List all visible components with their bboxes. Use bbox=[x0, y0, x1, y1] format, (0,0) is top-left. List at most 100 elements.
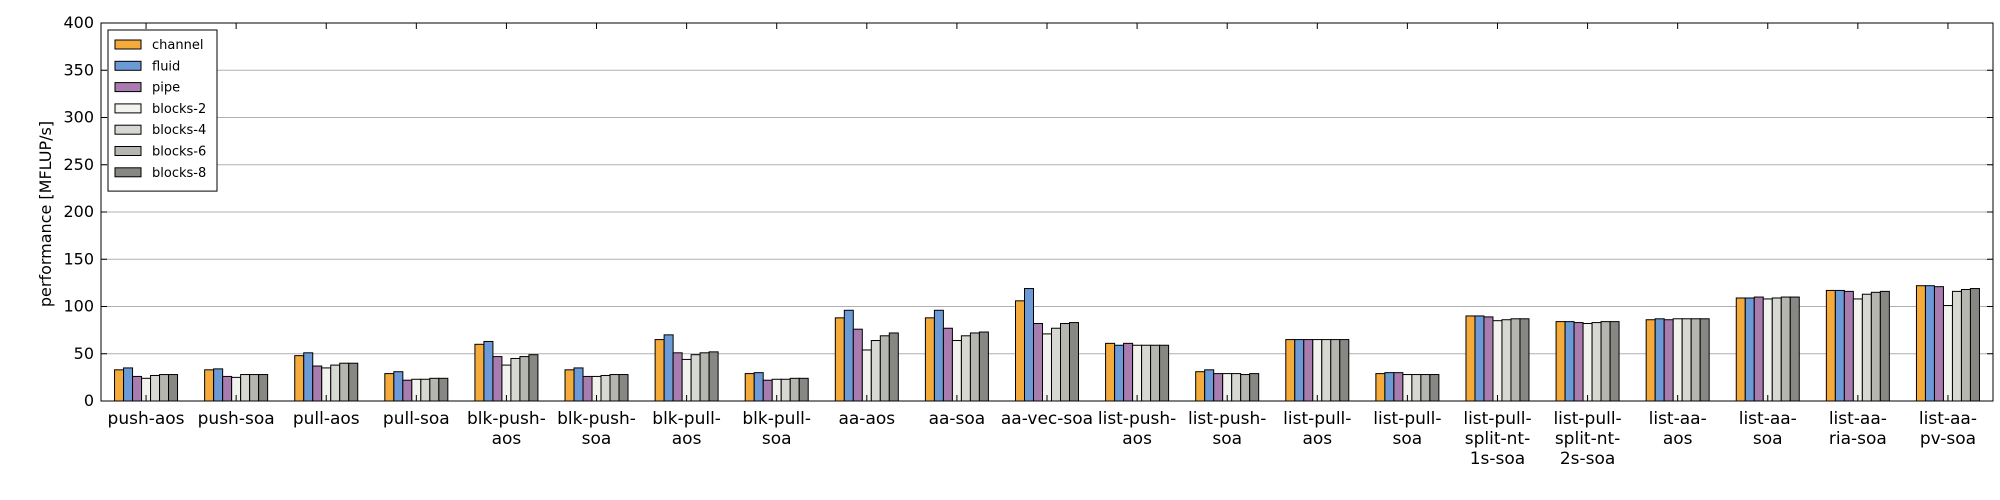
legend-swatch-pipe bbox=[114, 82, 142, 93]
bar-blocks-2 bbox=[1312, 339, 1323, 402]
y-tick-label: 300 bbox=[63, 108, 94, 127]
bar-fluid bbox=[573, 367, 584, 402]
x-tick-label: list-aa-soa bbox=[1739, 409, 1797, 449]
legend-swatch-blocks-4 bbox=[114, 124, 142, 135]
bar-blocks-6 bbox=[1510, 318, 1521, 402]
bar-blocks-4 bbox=[1951, 290, 1962, 402]
bar-fluid bbox=[1204, 369, 1215, 402]
bar-blocks-8 bbox=[258, 374, 269, 402]
bar-blocks-6 bbox=[339, 362, 350, 402]
bar-blocks-4 bbox=[240, 374, 251, 402]
bar-pipe bbox=[852, 328, 863, 402]
bar-fluid bbox=[1024, 288, 1034, 402]
bar-fluid bbox=[1924, 285, 1935, 402]
bar-blocks-8 bbox=[1249, 373, 1260, 402]
bar-pipe bbox=[132, 375, 143, 402]
bar-blocks-4 bbox=[870, 340, 881, 402]
bar-pipe bbox=[1483, 316, 1494, 402]
bar-channel bbox=[474, 343, 485, 402]
bar-blocks-2 bbox=[681, 358, 692, 402]
bar-pipe bbox=[312, 365, 323, 402]
x-tick-label: list-aa-ria-soa bbox=[1829, 409, 1887, 449]
x-tick-label: list-pull-split-nt-2s-soa bbox=[1553, 409, 1621, 469]
bar-channel bbox=[834, 317, 845, 402]
y-tick-label: 200 bbox=[63, 202, 94, 221]
bar-blocks-4 bbox=[960, 335, 971, 402]
y-axis: 0 50 100 150 200 250 300 350 400 bbox=[63, 13, 1993, 410]
bar-blocks-4 bbox=[1681, 318, 1692, 402]
bar-fluid bbox=[1474, 315, 1485, 402]
y-tick-label: 400 bbox=[63, 13, 94, 32]
bar-blocks-4 bbox=[510, 357, 521, 402]
x-tick-label: list-push-aos bbox=[1098, 409, 1176, 449]
x-tick-label: list-pull-aos bbox=[1283, 409, 1351, 449]
legend-swatch-channel bbox=[114, 39, 142, 50]
bar-blocks-2 bbox=[1762, 298, 1773, 402]
bar-blocks-6 bbox=[1330, 339, 1341, 402]
bar-blocks-6 bbox=[699, 352, 710, 402]
bar-blocks-8 bbox=[1699, 318, 1710, 402]
bar-fluid bbox=[1834, 289, 1845, 402]
bar-channel bbox=[1195, 371, 1206, 402]
bar-blocks-4 bbox=[1231, 373, 1242, 402]
bar-blocks-8 bbox=[618, 374, 629, 402]
bar-pipe bbox=[492, 356, 503, 402]
bar-blocks-2 bbox=[1942, 305, 1953, 402]
bar-fluid bbox=[393, 371, 404, 402]
bar-blocks-8 bbox=[1789, 296, 1800, 402]
legend-label-blocks-6: blocks-6 bbox=[152, 145, 206, 160]
bar-pipe bbox=[1393, 372, 1404, 402]
bar-blocks-8 bbox=[1969, 288, 1980, 402]
grid-lines bbox=[101, 69, 1993, 355]
bar-fluid bbox=[843, 309, 854, 402]
bar-blocks-4 bbox=[330, 364, 341, 402]
x-axis: push-aos push-soa pull-aos pull-soa blk-push… bbox=[108, 23, 1977, 469]
bars bbox=[114, 285, 1980, 402]
bar-blocks-8 bbox=[888, 332, 899, 402]
bar-blocks-6 bbox=[1420, 374, 1431, 402]
bar-pipe bbox=[1303, 339, 1314, 402]
bar-blocks-4 bbox=[420, 378, 431, 402]
bar-channel bbox=[384, 373, 395, 402]
bar-channel bbox=[1375, 373, 1386, 402]
x-tick-label: list-pull-soa bbox=[1373, 409, 1441, 449]
bar-blocks-6 bbox=[519, 356, 530, 402]
bar-blocks-2 bbox=[1582, 323, 1593, 402]
bar-blocks-6 bbox=[879, 335, 890, 402]
bar-blocks-4 bbox=[1861, 293, 1872, 402]
legend-label-blocks-4: blocks-4 bbox=[152, 123, 206, 138]
x-tick-label: push-soa bbox=[198, 409, 275, 429]
bar-channel bbox=[924, 317, 935, 402]
bar-blocks-8 bbox=[798, 377, 809, 402]
bar-channel bbox=[1645, 319, 1656, 402]
bar-pipe bbox=[1753, 296, 1764, 402]
bar-channel bbox=[1465, 315, 1476, 402]
bar-blocks-2 bbox=[1672, 318, 1683, 402]
bar-fluid bbox=[1114, 344, 1125, 402]
bar-blocks-2 bbox=[1492, 320, 1503, 402]
bar-blocks-6 bbox=[1780, 296, 1791, 402]
bar-blocks-4 bbox=[1771, 297, 1782, 402]
y-tick-label: 100 bbox=[63, 297, 94, 316]
bar-blocks-6 bbox=[429, 377, 440, 402]
bar-pipe bbox=[1123, 342, 1134, 402]
bar-channel bbox=[1915, 285, 1926, 402]
legend-label-fluid: fluid bbox=[152, 59, 180, 74]
bar-fluid bbox=[1564, 321, 1575, 402]
x-tick-label: list-aa-aos bbox=[1649, 409, 1707, 449]
bar-pipe bbox=[582, 375, 593, 402]
bar-channel bbox=[744, 373, 755, 402]
bar-channel bbox=[564, 369, 575, 402]
bar-blocks-4 bbox=[1501, 319, 1512, 402]
bar-blocks-8 bbox=[1519, 318, 1530, 402]
bar-blocks-2 bbox=[1852, 298, 1863, 402]
bar-blocks-8 bbox=[1069, 322, 1079, 402]
bar-blocks-6 bbox=[609, 374, 620, 402]
bar-blocks-6 bbox=[1870, 291, 1881, 402]
bar-fluid bbox=[303, 352, 314, 402]
x-tick-label: aa-soa bbox=[929, 409, 986, 429]
bar-fluid bbox=[213, 368, 224, 402]
bar-blocks-8 bbox=[528, 354, 539, 402]
bar-fluid bbox=[663, 334, 674, 402]
